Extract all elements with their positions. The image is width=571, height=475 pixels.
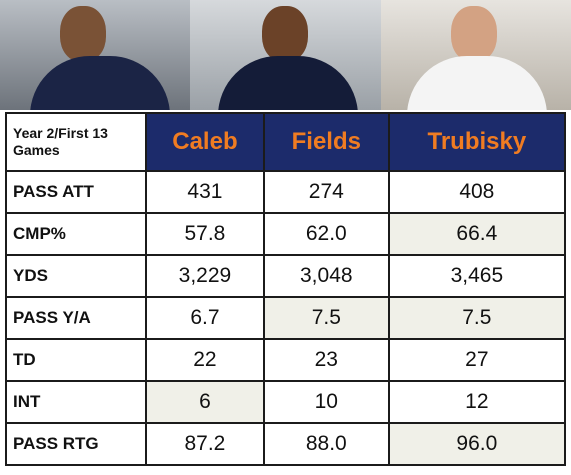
cell: 27 [387,338,567,382]
column-header: Fields [262,112,390,172]
cell: 62.0 [262,212,390,256]
photo-head [450,6,497,62]
photo-head [60,6,106,62]
cell: 3,465 [387,254,567,298]
cell: 3,048 [262,254,390,298]
cell: 96.0 [387,422,567,466]
photo-fields [190,0,381,110]
row-label: CMP% [5,212,147,256]
cell: 22 [145,338,265,382]
column-header: Trubisky [387,112,567,172]
cell: 7.5 [387,296,567,340]
cell: 431 [145,170,265,214]
row-label: YDS [5,254,147,298]
row-label: PASS RTG [5,422,147,466]
row: YDS 3,229 3,048 3,465 [5,254,567,298]
row: CMP% 57.8 62.0 66.4 [5,212,567,256]
cell: 23 [262,338,390,382]
photo-jersey [406,56,547,110]
photo-caleb [0,0,191,110]
photo-jersey [30,56,170,110]
stats-table: Year 2/First 13 Games Caleb Fields Trubi… [5,112,567,466]
cell: 3,229 [145,254,265,298]
player-photos [0,0,571,110]
cell: 408 [387,170,567,214]
row: PASS ATT 431 274 408 [5,170,567,214]
row-label: PASS ATT [5,170,147,214]
row-label: TD [5,338,147,382]
cell: 7.5 [262,296,390,340]
cell: 66.4 [387,212,567,256]
cell: 10 [262,380,390,424]
row: TD 22 23 27 [5,338,567,382]
cell: 12 [387,380,567,424]
row: INT 6 10 12 [5,380,567,424]
row: PASS Y/A 6.7 7.5 7.5 [5,296,567,340]
cell: 87.2 [145,422,265,466]
cell: 57.8 [145,212,265,256]
row-label: INT [5,380,147,424]
corner-label: Year 2/First 13 Games [5,112,147,172]
row-label: PASS Y/A [5,296,147,340]
cell: 6.7 [145,296,265,340]
header-row: Year 2/First 13 Games Caleb Fields Trubi… [5,112,567,172]
photo-head [262,6,309,62]
column-header: Caleb [145,112,265,172]
cell: 6 [145,380,265,424]
row: PASS RTG 87.2 88.0 96.0 [5,422,567,466]
cell: 274 [262,170,390,214]
photo-trubisky [380,0,571,110]
photo-jersey [218,56,359,110]
cell: 88.0 [262,422,390,466]
